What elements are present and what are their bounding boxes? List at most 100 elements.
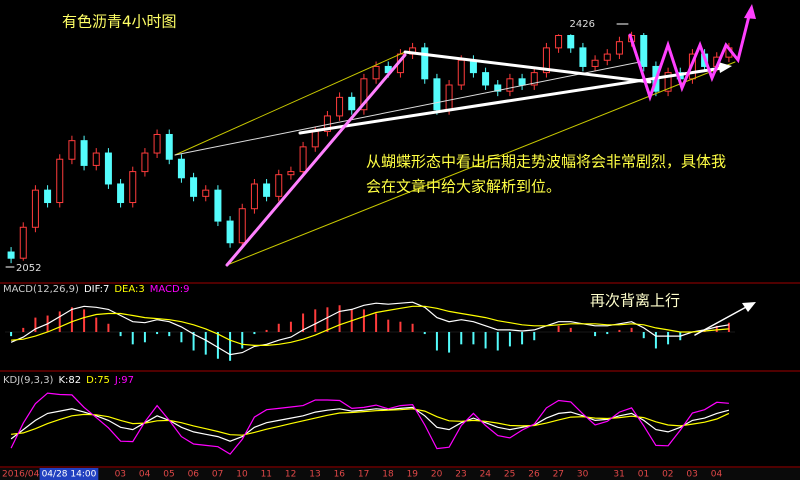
- arrow-head: [744, 4, 756, 19]
- candle-body: [482, 72, 490, 86]
- x-tick-label: 02: [662, 470, 673, 480]
- marks: [5, 31, 735, 455]
- candle-body: [190, 177, 198, 197]
- x-tick-label: 30: [577, 470, 589, 480]
- legend-entry: K:82: [58, 375, 81, 386]
- candle-body: [80, 140, 88, 166]
- x-tick-label: 16: [334, 470, 346, 480]
- candle-body: [287, 171, 295, 176]
- candle-body: [336, 96, 344, 117]
- candle-body: [250, 183, 258, 210]
- x-tick-label: 04: [711, 470, 723, 480]
- candle-body: [104, 152, 112, 185]
- panel-title: MACD(12,26,9): [3, 284, 79, 295]
- cursor-box: [39, 468, 99, 480]
- candle-body: [202, 189, 210, 197]
- indicator-line: [10, 301, 730, 356]
- x-tick-label: 25: [504, 470, 515, 480]
- x-tick-label: 01: [638, 470, 649, 480]
- x-tick-label: 03: [115, 470, 126, 480]
- candle-body: [640, 35, 648, 67]
- x-tick-label: 07: [212, 470, 223, 480]
- x-tick-label: 06: [188, 470, 200, 480]
- x-tick-label: 26: [528, 470, 540, 480]
- annotation: 从蝴蝶形态中看出后期走势波幅将会非常剧烈，具体我: [366, 153, 726, 171]
- x-tick-label: 04: [139, 470, 151, 480]
- x-tick-label: 19: [407, 470, 419, 480]
- x-tick-label: 17: [358, 470, 369, 480]
- candle-body: [92, 152, 100, 166]
- candle-body: [263, 183, 271, 197]
- candle-body: [165, 133, 173, 160]
- candle-body: [68, 140, 76, 160]
- legend-entry: MACD:9: [150, 284, 190, 295]
- candle-body: [117, 183, 125, 204]
- candle-body: [567, 35, 575, 49]
- candle-body: [579, 47, 587, 67]
- high-label: 2426: [570, 19, 595, 30]
- candle-body: [445, 84, 453, 111]
- candle-body: [555, 35, 563, 49]
- chart-title: 有色沥青4小时图: [62, 13, 177, 31]
- legend-entry: D:75: [86, 375, 110, 386]
- x-tick-label: 05: [163, 470, 174, 480]
- time-axis: [0, 468, 800, 480]
- trend-line: [403, 50, 652, 84]
- candle-body: [372, 65, 380, 80]
- x-tick-label: 11: [261, 470, 272, 480]
- x-tick-label: 31: [613, 470, 624, 480]
- channel-line: [174, 51, 406, 156]
- candle-body: [518, 78, 526, 86]
- candle-body: [214, 189, 222, 222]
- indicator-line: [10, 392, 729, 455]
- candle-body: [530, 72, 538, 86]
- candle-body: [19, 226, 27, 259]
- arrow-head: [742, 302, 756, 312]
- legends: 2016/04/204/28 14:00 03 04 05 06 07 10 11 12 13 16…: [2, 284, 722, 480]
- annotation: 会在文章中给大家解析到位。: [366, 178, 561, 196]
- candle-body: [129, 171, 137, 204]
- pattern-line: [225, 53, 407, 267]
- candle-body: [591, 59, 599, 67]
- x-tick-label: 10: [236, 470, 248, 480]
- candle-body: [615, 41, 623, 55]
- pattern-line: [628, 10, 752, 102]
- candle-body: [360, 78, 368, 111]
- x-tick-label: 18: [382, 470, 394, 480]
- x-tick-label: 20: [431, 470, 443, 480]
- legend-entry: J:97: [114, 375, 134, 386]
- drawings: [5, 4, 756, 336]
- candle-body: [603, 53, 611, 61]
- low-label: 2052: [16, 263, 41, 274]
- candle-body: [238, 208, 246, 244]
- candle-body: [494, 84, 502, 92]
- legend-entry: DIF:7: [84, 284, 109, 295]
- candle-body: [506, 78, 514, 92]
- candle-body: [275, 174, 283, 197]
- candle-body: [153, 133, 161, 154]
- candle-body: [299, 146, 307, 173]
- indicator-line: [11, 305, 729, 346]
- x-tick-label: 2016/04/2: [2, 470, 48, 480]
- candle-body: [56, 158, 64, 204]
- panel-title: KDJ(9,3,3): [3, 375, 54, 386]
- arrow-head: [718, 62, 732, 73]
- candle-body: [141, 152, 149, 173]
- candle-body: [457, 59, 465, 86]
- candle-body: [348, 96, 356, 111]
- candle-body: [542, 47, 550, 74]
- x-tick-label: 24: [480, 470, 492, 480]
- candle-body: [421, 47, 429, 80]
- trend-line: [298, 66, 724, 135]
- candle-body: [7, 251, 15, 259]
- candle-body: [31, 189, 39, 228]
- divergence-arrow: [694, 305, 749, 336]
- annotation: 再次背离上行: [590, 292, 680, 310]
- x-tick-label: 12: [285, 470, 296, 480]
- indicator-line: [11, 408, 730, 436]
- candle-body: [433, 78, 441, 111]
- x-tick-label: 27: [553, 470, 564, 480]
- candle-body: [177, 158, 185, 179]
- x-tick-label: 03: [686, 470, 697, 480]
